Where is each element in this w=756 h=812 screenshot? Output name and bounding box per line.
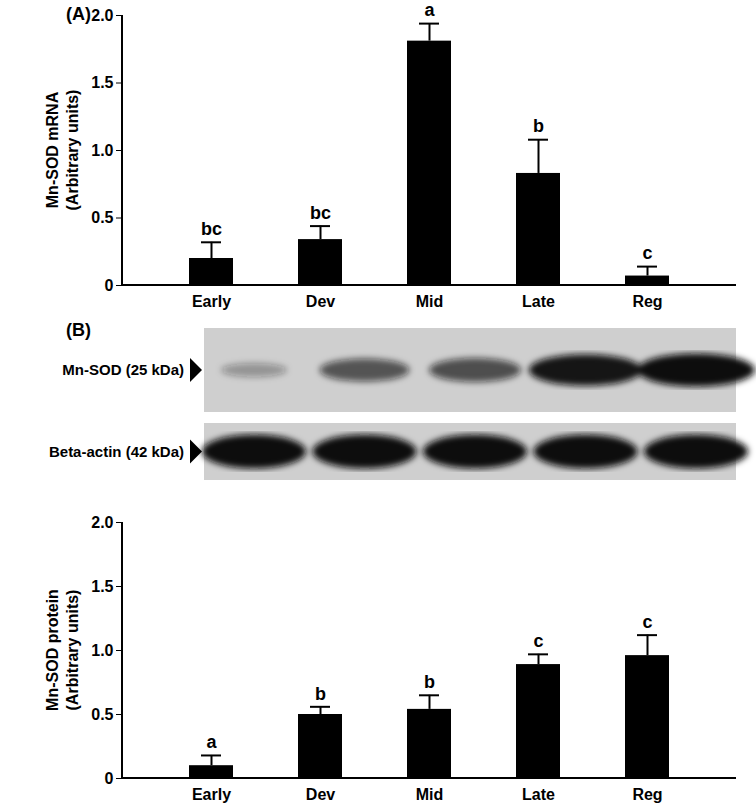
svg-text:2.0: 2.0	[91, 7, 113, 24]
svg-text:Reg: Reg	[632, 293, 662, 310]
svg-text:Mid: Mid	[416, 786, 444, 803]
svg-text:a: a	[206, 732, 217, 752]
svg-text:Early: Early	[192, 786, 231, 803]
svg-text:0: 0	[105, 770, 114, 787]
svg-text:1.0: 1.0	[91, 642, 113, 659]
svg-text:1.5: 1.5	[91, 74, 113, 91]
svg-text:bc: bc	[201, 219, 222, 239]
svg-text:a: a	[424, 0, 435, 20]
svg-text:b: b	[315, 684, 326, 704]
svg-text:2.0: 2.0	[91, 514, 113, 531]
svg-text:bc: bc	[310, 203, 331, 223]
svg-text:0.5: 0.5	[91, 209, 113, 226]
svg-text:c: c	[642, 243, 652, 263]
svg-text:Dev: Dev	[306, 786, 335, 803]
svg-text:c: c	[533, 631, 543, 651]
svg-text:b: b	[533, 116, 544, 136]
svg-text:1.0: 1.0	[91, 142, 113, 159]
svg-text:c: c	[642, 612, 652, 632]
svg-text:Mid: Mid	[416, 293, 444, 310]
svg-text:Reg: Reg	[632, 786, 662, 803]
svg-text:Early: Early	[192, 293, 231, 310]
svg-text:Late: Late	[522, 786, 555, 803]
svg-text:Mn-SOD mRNA(Arbitrary units): Mn-SOD mRNA(Arbitrary units)	[44, 90, 81, 211]
html-text:(A): (A)	[66, 4, 91, 24]
svg-text:0: 0	[105, 277, 114, 294]
svg-text:b: b	[424, 672, 435, 692]
svg-text:Mn-SOD protein(Arbitrary units: Mn-SOD protein(Arbitrary units)	[44, 589, 81, 711]
svg-text:0.5: 0.5	[91, 706, 113, 723]
svg-text:Mn-SOD (25 kDa): Mn-SOD (25 kDa)	[62, 361, 184, 378]
svg-text:Beta-actin (42 kDa): Beta-actin (42 kDa)	[49, 443, 184, 460]
html-text:(B): (B)	[66, 320, 91, 340]
svg-text:Dev: Dev	[306, 293, 335, 310]
svg-text:Late: Late	[522, 293, 555, 310]
svg-text:1.5: 1.5	[91, 578, 113, 595]
